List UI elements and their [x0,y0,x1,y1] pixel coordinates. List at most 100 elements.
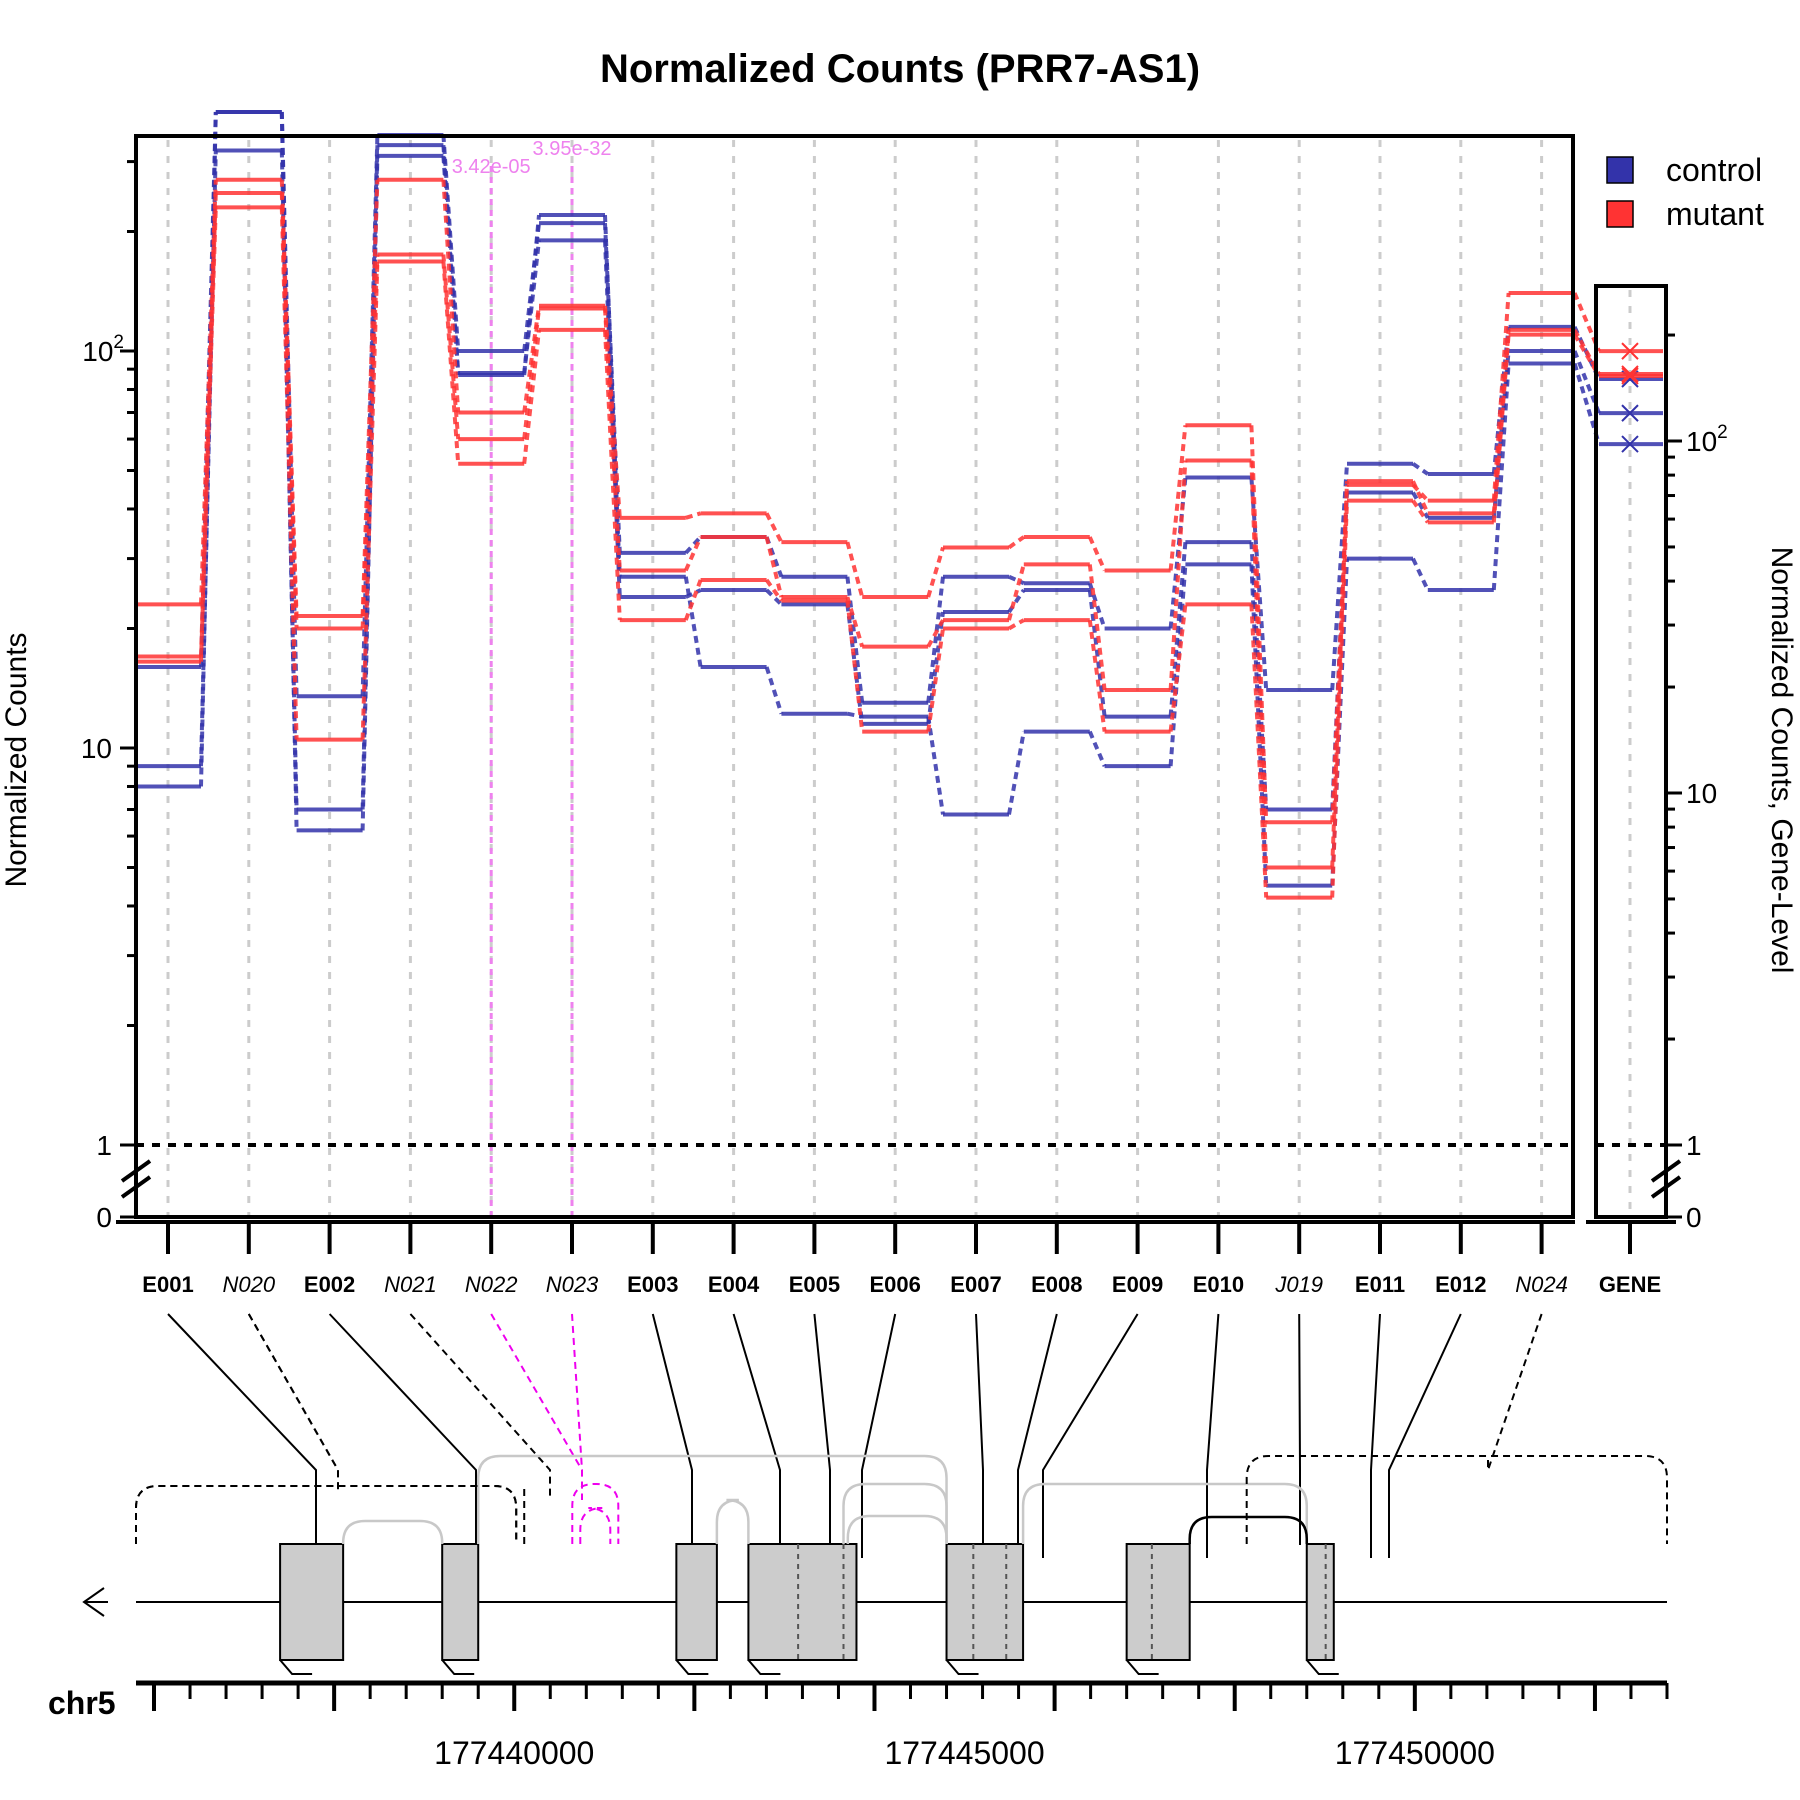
feature-label-e005: E005 [789,1272,840,1297]
y-tick-label: 1 [96,1130,112,1161]
y-right-tick-label: 102 [1686,422,1728,457]
known-junction-arc [715,1498,750,1544]
connector-mutant [1249,604,1269,898]
y-right-tick-label: 10 [1686,778,1717,809]
connector-mutant [279,207,299,740]
exon-block-2 [441,1543,480,1661]
feature-label-e012: E012 [1435,1272,1486,1297]
feature-connector-e002 [328,1313,477,1558]
legend: control mutant [1606,152,1764,232]
genomic-axis: 177440000 177445000 177450000 [136,1680,1669,1771]
legend-label-control: control [1666,152,1762,188]
connector-mutant [1411,499,1430,524]
feature-label-e008: E008 [1031,1272,1082,1297]
main-plot-frame [134,134,1575,1219]
feature-label-e003: E003 [627,1272,678,1297]
significant-junction-arc [571,1483,620,1544]
connector-control [684,588,702,599]
novel-junction-arc [1245,1455,1668,1544]
significant-junction-arc [579,1507,612,1544]
connector-mutant [1168,460,1188,691]
connector-mutant [1008,618,1025,631]
genomic-tick-label: 177450000 [1335,1735,1495,1771]
feature-connector-n020 [247,1313,339,1490]
known-junction-arc [476,1454,948,1544]
exon-tag [441,1659,475,1675]
connector-mutant [1087,564,1107,691]
axis-break-left [120,1175,152,1199]
feature-connector-e001 [167,1313,317,1558]
connector-control [1411,462,1429,476]
y-axis-label: Normalized Counts [0,632,33,887]
connector-mutant [199,207,218,662]
connector-mutant [764,578,784,602]
connector-control [1330,463,1349,691]
connector-control [1491,350,1511,519]
feature-connector-e007 [975,1313,984,1558]
connector-mutant [1007,563,1026,621]
strand-arrow-icon [82,1587,108,1617]
connector-control [764,666,784,715]
exon-tag [1125,1659,1159,1675]
connector-mutant [764,536,784,598]
connector-mutant [441,179,461,413]
gene-model [82,1454,1668,1675]
y-right-tick-label: 0 [1686,1202,1702,1233]
connector-mutant [1330,481,1349,868]
chart-title: Normalized Counts (PRR7-AS1) [600,47,1200,91]
feature-connector-e009 [1042,1313,1139,1558]
pvalue-label-n022: 3.42e-05 [452,156,531,178]
gene-level-marker-mutant [1621,367,1639,385]
feature-connectors [167,1313,1543,1558]
connector-mutant [441,254,461,440]
connector-control [1087,582,1107,630]
connector-control [926,716,945,815]
series-control-2 [135,143,1575,812]
y-tick-label: 0 [96,1202,112,1233]
connector-mutant [603,308,622,571]
connector-mutant [1249,460,1269,868]
genomic-tick-label: 177445000 [884,1735,1044,1771]
connector-control [1491,363,1511,591]
connector-mutant [926,619,945,648]
legend-swatch-mutant [1606,200,1634,228]
series-lines [135,109,1575,900]
connector-control [683,576,703,668]
significance-markers: 3.42e-053.95e-32 [452,138,611,1215]
novel-junction-arc-solid [1188,1515,1309,1544]
connector-control [1007,588,1026,614]
connector-control [684,535,703,555]
connector-mutant [199,192,218,657]
connector-mutant [845,541,865,598]
feature-label-n022: N022 [465,1272,518,1297]
feature-connector-e005 [813,1313,831,1558]
exon-tag [747,1659,781,1675]
exon-block-3 [675,1543,718,1661]
chromosome-label: chr5 [48,1685,116,1721]
feature-label-n024: N024 [1515,1272,1568,1297]
exon-tag [1306,1659,1339,1675]
connector-mutant [683,536,703,572]
feature-connector-e006 [861,1313,897,1558]
y-tick-label: 10 [81,733,112,764]
feature-label-n021: N021 [384,1272,437,1297]
connector-mutant [1491,292,1511,501]
connector-control [926,576,945,703]
connector-control [1411,557,1430,591]
connector-control [1249,542,1269,810]
connector-control [847,711,863,719]
feature-connector-e012 [1388,1313,1462,1558]
connector-mutant [685,511,702,520]
connector-control [765,588,783,606]
legend-swatch-control [1606,156,1634,184]
feature-connector-n023 [571,1313,583,1500]
exon-tag [279,1659,313,1675]
connector-control [1411,491,1430,519]
connector-mutant [603,329,622,621]
feature-connector-e011 [1370,1313,1381,1558]
connector-mutant [1168,425,1188,571]
connector-mutant [522,308,541,440]
exon-tag [945,1659,979,1675]
feature-label-e001: E001 [142,1272,193,1297]
